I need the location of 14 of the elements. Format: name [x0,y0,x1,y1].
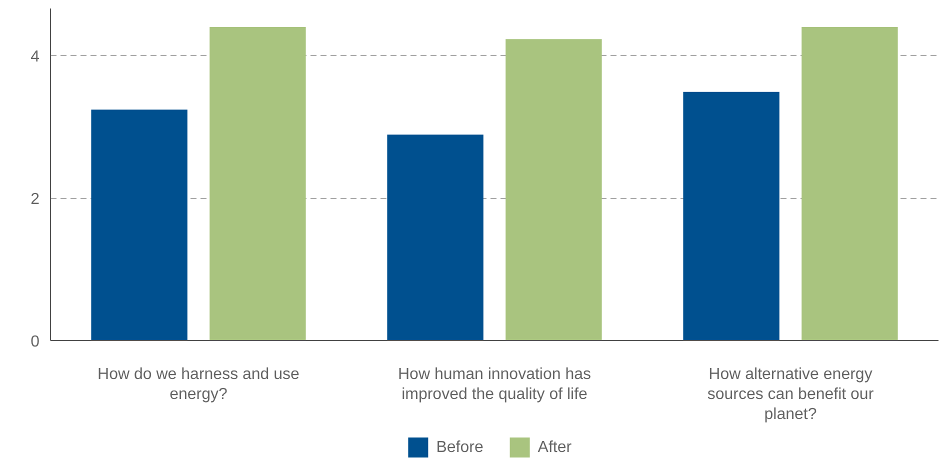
legend-label: Before [436,439,484,456]
x-tick-label: How do we harness and use energy? [98,366,300,403]
bar [802,27,898,340]
bar [506,39,602,340]
x-tick-label: How human innovation has improved the quality of life [398,366,592,403]
bar [387,134,484,340]
y-tick-label: 4 [30,48,40,66]
legend-label: After [538,439,572,456]
bar [210,27,306,340]
y-tick-label: 2 [30,191,40,208]
bar [91,110,188,340]
y-tick-label: 0 [30,334,40,350]
x-tick-label: How alternative energy sources can benefit our planet? [707,366,874,424]
bar [683,92,780,340]
